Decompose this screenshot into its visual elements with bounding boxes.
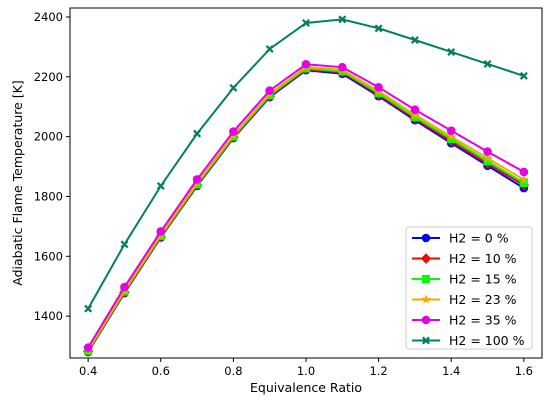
data-point	[410, 109, 420, 119]
data-point	[338, 15, 347, 24]
legend-marker	[422, 336, 430, 345]
data-point	[519, 167, 529, 177]
legend-label: H2 = 0 %	[449, 231, 509, 246]
data-point	[83, 343, 93, 352]
data-point	[156, 181, 165, 190]
legend-entry: H2 = 23 %	[412, 292, 517, 307]
data-point	[447, 47, 456, 56]
data-point	[156, 227, 166, 236]
series-5	[83, 59, 529, 352]
data-point	[265, 86, 274, 95]
data-point	[229, 127, 238, 136]
data-point	[229, 83, 238, 92]
y-axis: 1400 1600 1800 2000 2200 2400	[34, 10, 70, 323]
legend-entry: H2 = 0 %	[412, 231, 509, 246]
data-point	[120, 240, 129, 249]
y-axis-label: Adiabatic Flame Temperature [K]	[10, 80, 25, 285]
x-axis: 0.4 0.6 0.8 1.0 1.2 1.4 1.6	[79, 358, 533, 378]
data-point	[446, 126, 456, 135]
data-point	[519, 174, 529, 184]
y-tick-label: 2200	[34, 70, 63, 84]
legend-entry: H2 = 35 %	[412, 313, 517, 328]
y-tick-label: 1400	[34, 309, 63, 323]
plot-area	[82, 15, 530, 357]
data-point	[193, 129, 202, 138]
legend: H2 = 0 % H2 = 10 % H2 = 15 % H2 = 23 % H2 = …	[405, 226, 533, 350]
x-tick-label: 0.4	[79, 364, 97, 378]
legend-marker	[421, 294, 431, 304]
series-6	[84, 15, 528, 313]
x-tick-label: 0.8	[224, 364, 242, 378]
data-point	[447, 135, 456, 144]
data-point	[120, 282, 129, 292]
legend-marker	[420, 253, 432, 264]
x-tick-label: 1.4	[442, 364, 460, 378]
legend-marker	[421, 315, 431, 325]
data-point	[482, 153, 493, 163]
data-point	[374, 82, 383, 92]
legend-label: H2 = 10 %	[449, 251, 517, 266]
legend-marker	[422, 275, 430, 283]
y-tick-label: 1800	[34, 189, 63, 203]
data-point	[519, 179, 528, 187]
data-point	[374, 24, 383, 33]
legend-entry: H2 = 100 %	[412, 333, 525, 348]
data-point	[265, 44, 274, 53]
legend-entry: H2 = 10 %	[412, 251, 517, 266]
data-point	[410, 113, 419, 122]
legend-label: H2 = 35 %	[449, 313, 517, 328]
legend-entry: H2 = 15 %	[412, 272, 517, 287]
data-point	[338, 62, 347, 72]
y-tick-label: 1600	[34, 249, 63, 263]
legend-label: H2 = 23 %	[449, 292, 517, 307]
data-point	[302, 18, 310, 27]
data-point	[483, 59, 492, 68]
x-tick-label: 1.2	[369, 364, 387, 378]
data-point	[192, 175, 202, 184]
data-point	[84, 304, 93, 313]
x-axis-label: Equivalence Ratio	[250, 380, 362, 395]
y-tick-label: 2400	[34, 10, 63, 24]
data-point	[519, 71, 528, 80]
data-point	[410, 105, 420, 115]
x-tick-label: 0.6	[152, 364, 170, 378]
data-point	[301, 59, 311, 69]
data-point	[410, 36, 419, 45]
x-tick-label: 1.0	[297, 364, 315, 378]
data-point	[483, 157, 492, 166]
data-point	[483, 147, 492, 156]
legend-label: H2 = 100 %	[449, 333, 525, 348]
data-point	[446, 131, 456, 141]
legend-marker	[421, 233, 431, 243]
y-tick-label: 2000	[34, 130, 63, 144]
legend-label: H2 = 15 %	[449, 272, 517, 287]
x-tick-label: 1.6	[515, 364, 533, 378]
